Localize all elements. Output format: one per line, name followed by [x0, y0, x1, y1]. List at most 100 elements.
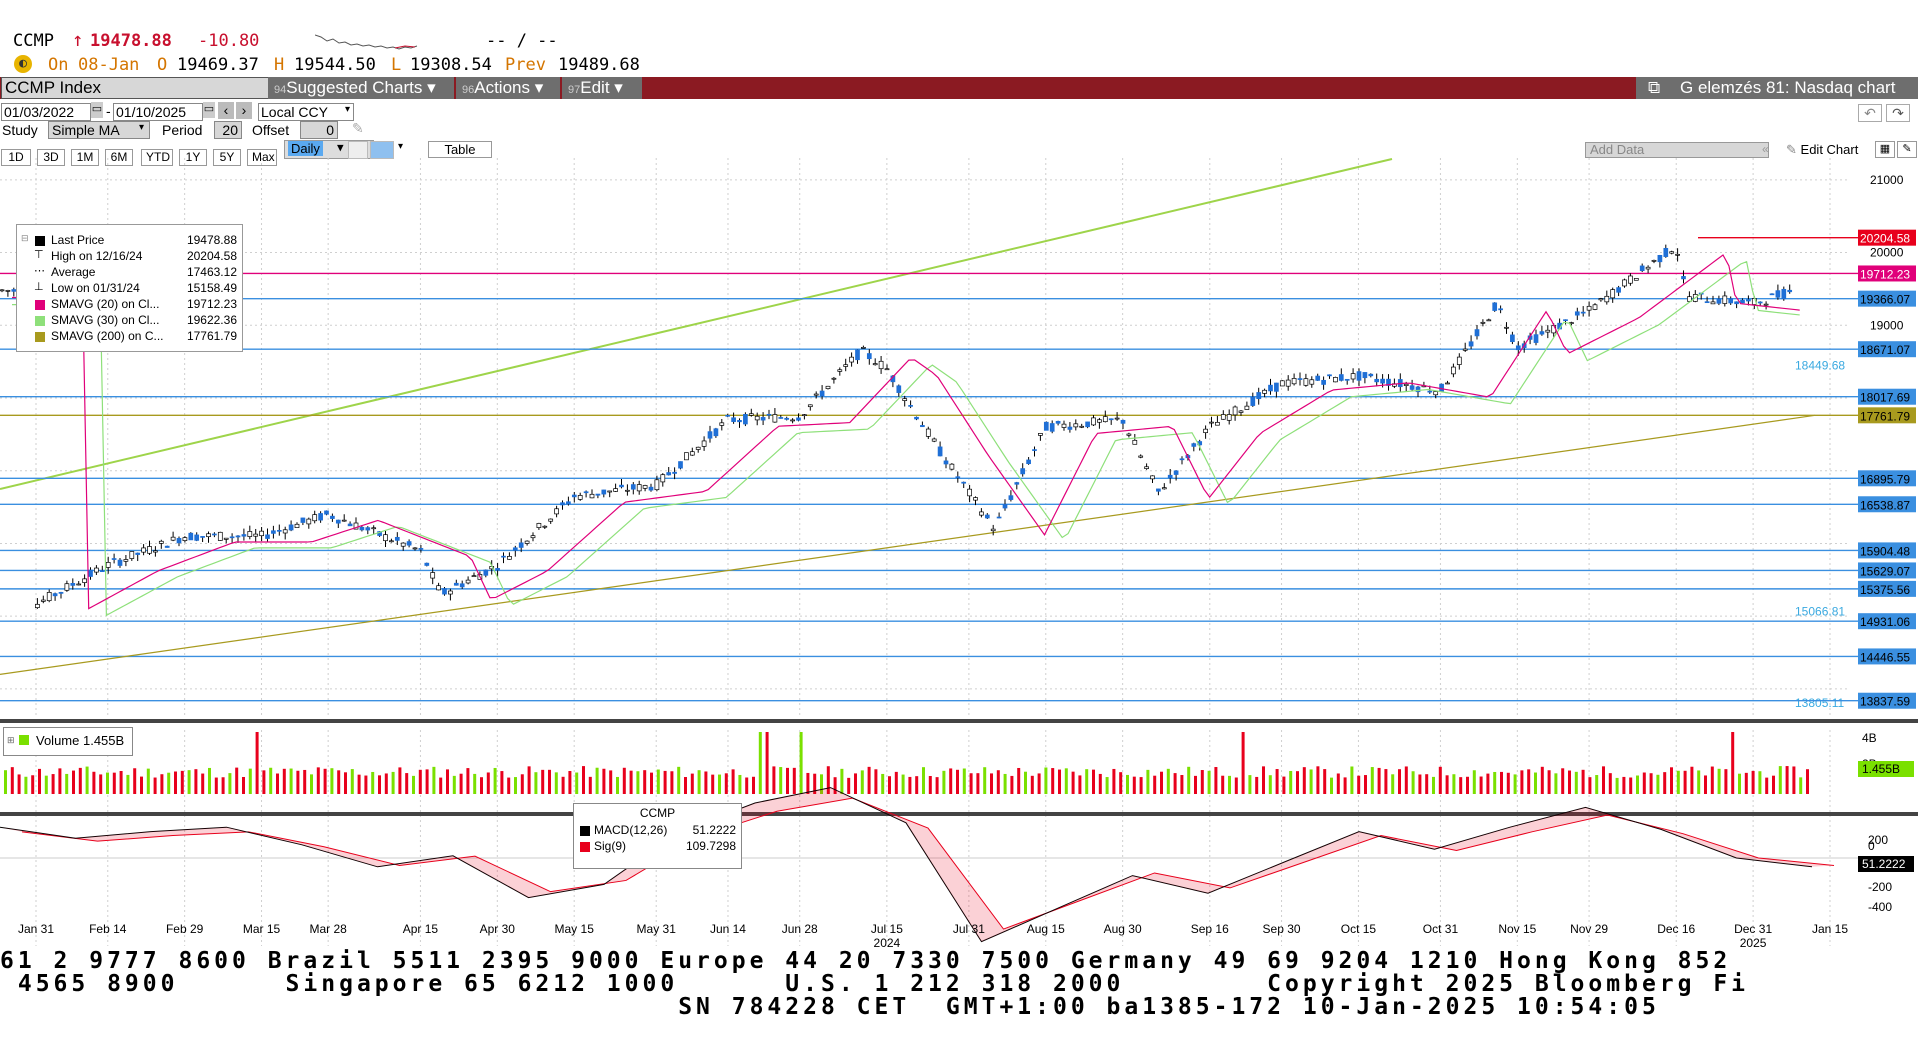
candle-body	[1781, 288, 1787, 300]
price-chart[interactable]: 21000 20000 19000 20204.58 19712.23 19366.07 1…	[0, 158, 1918, 948]
candle-body	[5, 290, 11, 292]
range-button-6m[interactable]: 6M	[105, 149, 133, 166]
macd-swatch	[580, 826, 590, 836]
security-input[interactable]: CCMP Index	[1, 77, 270, 99]
volume-bar	[1296, 771, 1299, 794]
candle-body	[914, 416, 919, 420]
offset-label: Offset	[252, 122, 290, 138]
volume-bar	[1799, 777, 1803, 794]
actions-button[interactable]: 96Actions ▾	[456, 77, 560, 99]
range-button-1m[interactable]: 1M	[71, 149, 99, 166]
candle-body	[943, 460, 949, 465]
line-style-icon[interactable]	[348, 141, 368, 159]
range-button-1d[interactable]: 1D	[1, 149, 31, 166]
legend-row[interactable]: SMAVG (200) on C... 17761.79	[21, 329, 239, 344]
volume-bar	[534, 772, 538, 794]
legend-row[interactable]: SMAVG (30) on Cl... 19622.36	[21, 313, 239, 328]
candle-body	[223, 537, 229, 540]
chevron-down-icon-4[interactable]: ▾	[398, 141, 404, 152]
volume-bar	[1194, 775, 1197, 794]
volume-bar	[609, 770, 613, 794]
volume-bar	[779, 767, 783, 794]
edit-chart-button[interactable]: ✎ Edit Chart	[1786, 142, 1858, 158]
candle-body	[1616, 287, 1621, 293]
candle-body	[866, 353, 872, 360]
chevron-down-icon-2[interactable]: ▾	[139, 122, 145, 133]
table-button[interactable]: Table	[428, 141, 492, 158]
start-date-field[interactable]: 01/03/2022	[1, 103, 91, 121]
candle-body	[1161, 487, 1167, 490]
candle-body	[642, 485, 648, 489]
prev-period-button[interactable]: ‹	[218, 102, 234, 119]
chart-tools-icon[interactable]: ✎	[1897, 141, 1917, 158]
candle-style-icon[interactable]	[370, 141, 394, 159]
range-button-max[interactable]: Max	[247, 149, 277, 166]
collapse-icon[interactable]: ⊟	[21, 233, 29, 243]
volume-bar	[1445, 775, 1449, 794]
candle-body	[707, 431, 713, 439]
macd-line	[0, 787, 1813, 943]
legend-row[interactable]: ⊥ Low on 01/31/24 15158.49	[21, 281, 239, 296]
volume-bar	[282, 768, 286, 794]
candle-body	[241, 534, 247, 537]
legend-row[interactable]: ⋯ Average 17463.12	[21, 265, 239, 280]
chevron-down-icon[interactable]: ▾	[345, 104, 351, 115]
calendar-icon[interactable]: ▭	[91, 102, 103, 118]
calendar-icon-2[interactable]: ▭	[203, 102, 215, 118]
range-button-5y[interactable]: 5Y	[213, 149, 241, 166]
legend-row[interactable]: SMAVG (20) on Cl... 19712.23	[21, 297, 239, 312]
suggested-charts-button[interactable]: 94Suggested Charts ▾	[268, 77, 454, 99]
offset-field[interactable]: 0	[300, 121, 338, 139]
candle-body	[1268, 384, 1273, 392]
x-tick-label: Jan 31	[18, 922, 54, 936]
range-button-ytd[interactable]: YTD	[141, 149, 173, 166]
x-tick-label: Feb 29	[166, 922, 204, 936]
level-tag-label: 14931.06	[1860, 615, 1910, 629]
edit-button[interactable]: 97Edit ▾	[562, 77, 642, 99]
redo-icon[interactable]: ↷	[1886, 104, 1910, 122]
pencil-icon[interactable]: ✎	[352, 120, 364, 136]
candle-body	[1067, 426, 1073, 430]
currency-select[interactable]: Local CCY	[258, 103, 354, 121]
level-tag	[1858, 580, 1916, 597]
period-field[interactable]: 20	[214, 121, 242, 139]
market-status-icon: ◐	[14, 55, 32, 73]
volume-bar	[677, 766, 681, 794]
volume-bar	[1166, 768, 1170, 794]
macd-legend[interactable]: CCMP MACD(12,26) 51.2222 Sig(9) 109.7298	[573, 803, 742, 869]
study-select[interactable]: Simple MA	[48, 121, 150, 139]
collapse-icon[interactable]: «	[1762, 142, 1769, 156]
last-price: 19478.88	[90, 31, 172, 51]
end-date-field[interactable]: 01/10/2025	[113, 103, 203, 121]
candle-body	[507, 555, 512, 560]
undo-icon[interactable]: ↶	[1858, 104, 1882, 122]
candles	[0, 244, 1793, 609]
volume-bar	[1343, 777, 1347, 794]
chart-title-bar[interactable]: ⧉ G elemzés 81: Nasdaq chart	[1636, 77, 1918, 99]
level-tag	[1858, 562, 1916, 579]
volume-bar	[976, 773, 980, 794]
volume-bar	[1248, 775, 1252, 794]
candle-body	[625, 489, 630, 492]
volume-bar	[99, 774, 103, 794]
legend-row[interactable]: ⊟ Last Price 19478.88	[21, 233, 239, 248]
range-button-1y[interactable]: 1Y	[179, 149, 207, 166]
range-button-3d[interactable]: 3D	[37, 149, 65, 166]
volume-bar	[1540, 766, 1544, 794]
macd-legend-row[interactable]: Sig(9) 109.7298	[580, 839, 736, 855]
chart-settings-icon[interactable]: ▦	[1875, 141, 1895, 158]
next-period-button[interactable]: ›	[236, 102, 252, 119]
expand-icon[interactable]: ⊞	[7, 735, 15, 745]
volume-legend[interactable]: ⊞ Volume 1.455B	[3, 727, 133, 756]
footer-line-1: 61 2 9777 8600 Brazil 5511 2395 9000 Eur…	[0, 948, 1732, 974]
volume-bar	[1418, 774, 1422, 794]
macd-swatch	[580, 842, 590, 852]
add-data-field[interactable]: Add Data	[1585, 142, 1769, 158]
macd-legend-row[interactable]: MACD(12,26) 51.2222	[580, 823, 736, 839]
period-label: Period	[162, 122, 203, 138]
candle-body	[1380, 378, 1385, 384]
volume-bar	[582, 766, 585, 794]
legend-row[interactable]: ⊤ High on 12/16/24 20204.58	[21, 249, 239, 264]
chart-legend[interactable]: ⊟ Last Price 19478.88 ⊤ High on 12/16/24 2020…	[16, 224, 243, 352]
volume-bar	[969, 773, 973, 794]
